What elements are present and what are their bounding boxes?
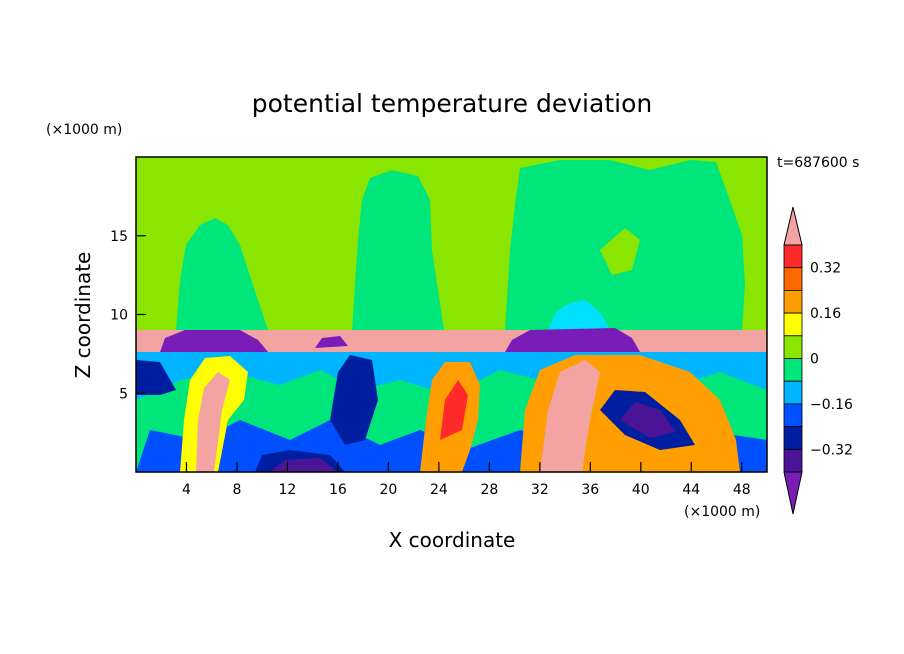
colorbar-label: 0.16 bbox=[810, 306, 841, 322]
plot-area bbox=[136, 157, 767, 472]
time-label: t=687600 s bbox=[777, 155, 859, 171]
chart-title: potential temperature deviation bbox=[252, 89, 652, 118]
colorbar-swatch bbox=[783, 448, 803, 473]
colorbar-swatch bbox=[783, 380, 803, 405]
updraft-mid-core bbox=[440, 380, 468, 440]
inversion-cold-left bbox=[160, 330, 268, 352]
x-ticks: 4 8 12 16 20 24 28 32 36 40 44 48 bbox=[182, 462, 751, 498]
colorbar-label: 0 bbox=[810, 352, 819, 368]
colorbar-swatch bbox=[783, 358, 803, 382]
updraft-left-core bbox=[196, 372, 230, 472]
inversion-cold-mid bbox=[315, 336, 348, 348]
x-tick-label: 48 bbox=[733, 482, 751, 498]
downdraft-3 bbox=[330, 355, 378, 445]
x-tick-label: 8 bbox=[232, 482, 241, 498]
x-tick-label: 24 bbox=[430, 482, 448, 498]
x-tick-label: 12 bbox=[279, 482, 297, 498]
plume-right-lobe bbox=[600, 228, 640, 275]
x-tick-label: 16 bbox=[329, 482, 347, 498]
x-tick-label: 36 bbox=[581, 482, 599, 498]
colorbar-swatch bbox=[783, 267, 803, 291]
colorbar-swatch bbox=[783, 426, 803, 450]
downdraft-6 bbox=[136, 360, 176, 395]
plume-left bbox=[176, 218, 268, 330]
y-axis-label: Z coordinate bbox=[71, 252, 95, 379]
y-tick-label: 10 bbox=[110, 308, 128, 324]
x-axis-label: X coordinate bbox=[389, 528, 516, 552]
x-tick-label: 28 bbox=[480, 482, 498, 498]
colorbar-swatch bbox=[783, 289, 803, 314]
plume-cap bbox=[548, 300, 610, 330]
x-tick-label: 32 bbox=[531, 482, 549, 498]
x-unit-label: (×1000 m) bbox=[684, 504, 760, 520]
colorbar-upper-triangle bbox=[783, 206, 803, 246]
inversion-cold-right bbox=[505, 328, 640, 352]
plume-center bbox=[352, 170, 444, 330]
x-tick-label: 4 bbox=[182, 482, 191, 498]
downdraft-5 bbox=[620, 402, 676, 438]
y-tick-label: 15 bbox=[110, 229, 128, 245]
y-ticks: 5 10 15 bbox=[110, 229, 146, 402]
y-tick-label: 5 bbox=[119, 386, 128, 402]
updraft-right-core bbox=[540, 360, 600, 472]
colorbar-label: −0.32 bbox=[810, 442, 853, 458]
colorbar-swatch bbox=[783, 244, 803, 269]
x-tick-label: 44 bbox=[682, 482, 700, 498]
colorbar-swatch bbox=[783, 312, 803, 337]
colorbar-label: 0.32 bbox=[810, 261, 841, 277]
x-tick-label: 40 bbox=[632, 482, 650, 498]
colorbar-swatch bbox=[783, 335, 803, 359]
z-unit-label: (×1000 m) bbox=[46, 122, 122, 138]
colorbar-lower-triangle bbox=[783, 471, 803, 515]
colorbar: 0.32 0.16 0 −0.16 −0.32 bbox=[783, 206, 853, 515]
colorbar-swatch bbox=[783, 403, 803, 427]
colorbar-label: −0.16 bbox=[810, 397, 853, 413]
x-tick-label: 20 bbox=[379, 482, 397, 498]
